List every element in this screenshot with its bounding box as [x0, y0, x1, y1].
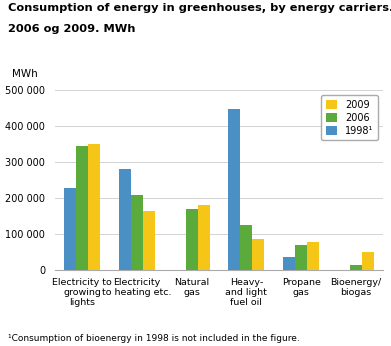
Legend: 2009, 2006, 1998¹: 2009, 2006, 1998¹ — [321, 95, 378, 140]
Bar — [350, 265, 362, 270]
Bar — [295, 245, 307, 270]
Bar — [88, 144, 100, 270]
Text: 2006 og 2009. MWh: 2006 og 2009. MWh — [8, 24, 135, 34]
Text: MWh: MWh — [12, 69, 38, 79]
Bar — [76, 146, 88, 270]
Text: ¹Consumption of bioenergy in 1998 is not included in the figure.: ¹Consumption of bioenergy in 1998 is not… — [8, 334, 300, 343]
Bar — [186, 209, 197, 270]
Bar — [362, 252, 374, 270]
Bar — [283, 257, 295, 270]
Bar — [252, 239, 264, 270]
Bar — [307, 242, 319, 270]
Bar — [143, 210, 155, 270]
Bar — [197, 205, 210, 270]
Bar — [131, 195, 143, 270]
Bar — [228, 109, 240, 270]
Bar — [119, 169, 131, 270]
Bar — [240, 225, 252, 270]
Bar — [64, 188, 76, 270]
Text: Consumption of energy in greenhouses, by energy carriers. 1998,: Consumption of energy in greenhouses, by… — [8, 3, 391, 13]
